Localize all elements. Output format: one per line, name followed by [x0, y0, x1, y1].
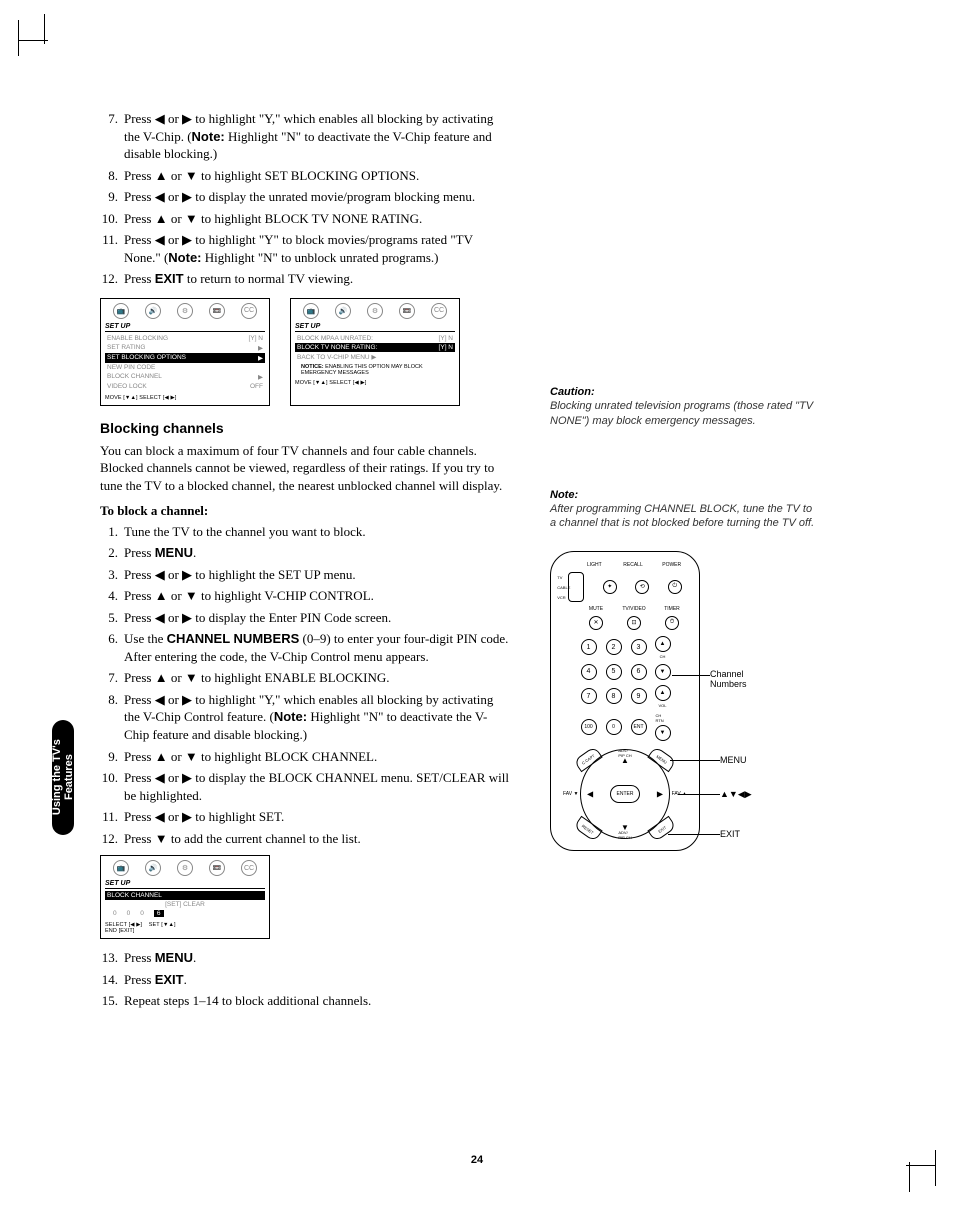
menu-button: MENU — [647, 746, 676, 772]
dpad: ADV/ PIP CH ADV/ PIP CH C.CAPT MENU RESE… — [580, 749, 670, 839]
number-4-button: 4 — [581, 664, 597, 680]
number-0-button: 0 — [606, 719, 622, 735]
enter-button: ENTER — [610, 785, 640, 803]
osd-set-blocking-options: 📺🔊⚙📼CC SET UP ENABLE BLOCKING[Y] NSET RA… — [100, 298, 270, 406]
number-6-button: 6 — [631, 664, 647, 680]
power-button: ⏻ — [668, 580, 682, 594]
dpad-left-icon: ◀ — [587, 789, 593, 798]
callout-arrows: ▲▼◀▶ — [720, 789, 752, 800]
number-5-button: 5 — [606, 664, 622, 680]
osd-block-tv-none: 📺🔊⚙📼CC SET UP BLOCK MPAA UNRATED:[Y] N B… — [290, 298, 460, 406]
ccapt-button: C.CAPT — [573, 746, 602, 772]
number-7-button: 7 — [581, 688, 597, 704]
number-1-button: 1 — [581, 639, 597, 655]
remote-diagram: LIGHTRECALLPOWER TVCABLEVCR ✦ ⟲ ⏻ MUTETV… — [550, 551, 820, 881]
section-body: You can block a maximum of four TV chann… — [100, 442, 510, 495]
callout-menu: MENU — [720, 755, 747, 765]
number-3-button: 3 — [631, 639, 647, 655]
dpad-up-icon: ▲ — [621, 756, 629, 765]
mute-button: ✕ — [589, 616, 603, 630]
dpad-right-icon: ▶ — [657, 789, 663, 798]
number-9-button: 9 — [631, 688, 647, 704]
page-number: 24 — [471, 1154, 483, 1166]
fav-down-label: FAV ▼ — [563, 791, 578, 797]
reset-button: RESET — [573, 816, 602, 842]
number-ENT-button: ENT — [631, 719, 647, 735]
caution-block: Caution: Blocking unrated television pro… — [550, 385, 820, 428]
timer-button: ⏱ — [665, 616, 679, 630]
dpad-down-icon: ▼ — [621, 823, 629, 832]
side-tab: Using the TV's Features — [52, 720, 74, 835]
number-8-button: 8 — [606, 688, 622, 704]
steps-mid: 1.Tune the TV to the channel you want to… — [100, 523, 510, 848]
sub-heading: To block a channel: — [100, 503, 510, 519]
exit-button: EXIT — [647, 816, 676, 842]
section-heading: Blocking channels — [100, 420, 510, 436]
steps-bot: 13.Press MENU.14.Press EXIT.15.Repeat st… — [100, 949, 510, 1010]
tvvideo-button: ⊡ — [627, 616, 641, 630]
recall-button: ⟲ — [635, 580, 649, 594]
light-button: ✦ — [603, 580, 617, 594]
callout-exit: EXIT — [720, 829, 740, 839]
steps-top: 7.Press ◀ or ▶ to highlight "Y," which e… — [100, 110, 510, 288]
osd-block-channel: 📺🔊⚙📼CC SET UP BLOCK CHANNEL [SET] CLEAR … — [100, 855, 270, 939]
callout-channel-numbers: Channel Numbers — [710, 669, 747, 689]
note-block: Note: After programming CHANNEL BLOCK, t… — [550, 488, 820, 531]
number-2-button: 2 — [606, 639, 622, 655]
number-100-button: 100 — [581, 719, 597, 735]
